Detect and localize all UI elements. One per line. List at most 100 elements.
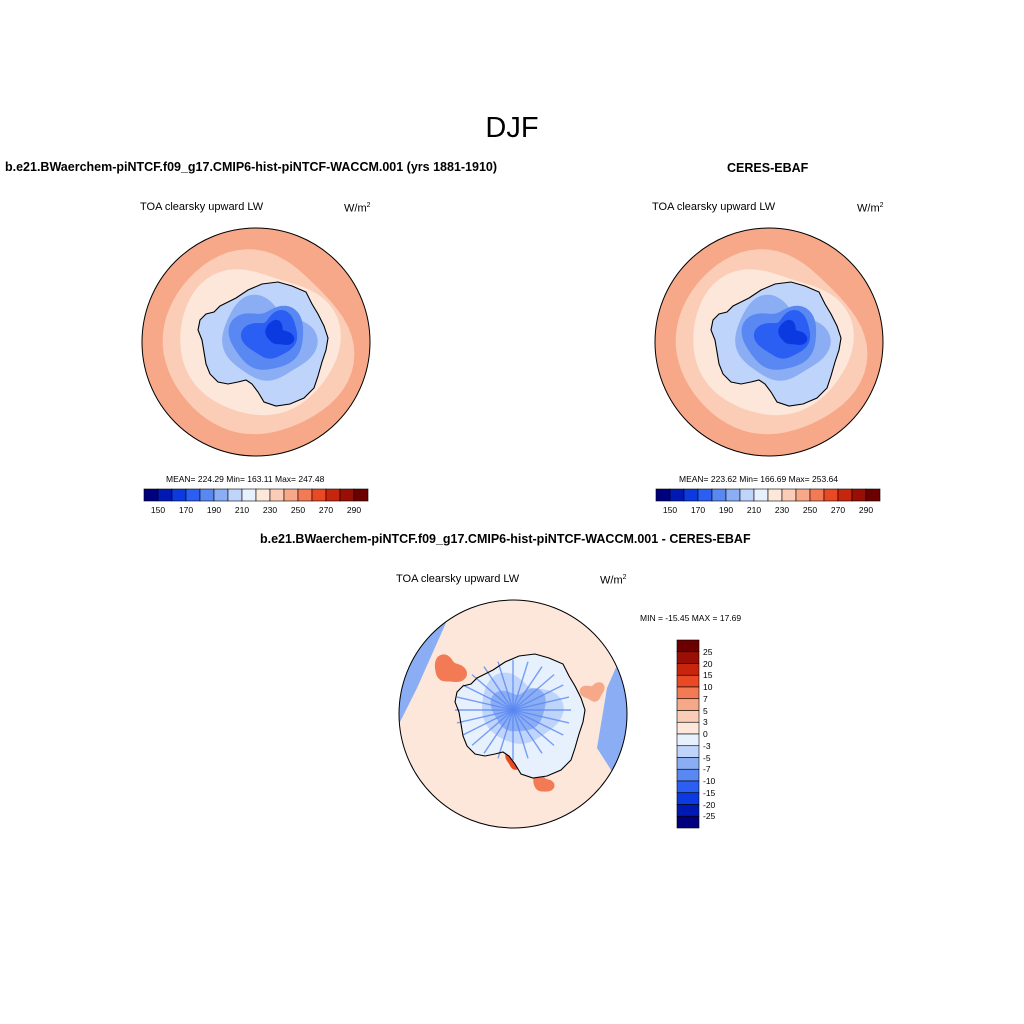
map3-field-4 — [434, 654, 467, 682]
panel2-map — [654, 227, 884, 457]
cb3-box-1 — [676, 651, 700, 664]
panel1-map — [141, 227, 371, 457]
cb1-label-1: 170 — [178, 505, 194, 515]
figure-title: DJF — [485, 112, 539, 144]
map3-field-34 — [512, 696, 570, 711]
cb2-box-15 — [865, 488, 881, 502]
map1-border — [141, 227, 371, 457]
cb2-box-4 — [711, 488, 727, 502]
map3-field-12 — [512, 709, 570, 724]
cb3-box-8 — [676, 733, 700, 747]
cb1-box-4 — [199, 488, 215, 502]
cb1-box-14 — [339, 488, 355, 502]
panel3-colorbar — [676, 639, 700, 829]
map3-field-16 — [512, 709, 529, 759]
cb2-box-12 — [823, 488, 839, 502]
map1-field-7 — [265, 319, 295, 345]
cb3-box-5 — [676, 698, 700, 711]
cb2-label-0: 150 — [662, 505, 678, 515]
map3-field-24 — [456, 696, 514, 711]
cb2-box-13 — [837, 488, 853, 502]
map3-field-27 — [483, 666, 514, 711]
panel2-title: CERES-EBAF — [727, 161, 809, 175]
map1-coastline — [197, 281, 329, 407]
cb1-box-6 — [227, 488, 243, 502]
map3-field-15 — [512, 709, 543, 754]
cb1-box-7 — [241, 488, 257, 502]
panel2-units: W/m2 — [857, 202, 884, 215]
cb2-box-3 — [697, 488, 713, 502]
cb1-box-0 — [143, 488, 159, 502]
cb1-box-11 — [297, 488, 313, 502]
map3-field-33 — [512, 684, 564, 711]
cb1-label-4: 230 — [262, 505, 278, 515]
cb3-label-8: -3 — [703, 740, 711, 751]
cb1-label-6: 270 — [318, 505, 334, 515]
cb2-box-5 — [725, 488, 741, 502]
panel3-colorbar-labels: 25 20 15 10 7 5 3 0 -3 -5 -7 -10 -15 -20 -25 — [703, 640, 743, 828]
cb2-box-1 — [669, 488, 685, 502]
map3-field-31 — [512, 666, 543, 711]
cb3-box-0 — [676, 639, 700, 653]
map3-field-6 — [533, 774, 555, 792]
panel3-stats: MIN = -15.45 MAX = 17.69 — [640, 613, 742, 623]
map2-border — [654, 227, 884, 457]
cb3-label-12: -15 — [703, 787, 716, 798]
cb2-box-9 — [781, 488, 797, 502]
cb2-label-1: 170 — [690, 505, 706, 515]
map3-field-19 — [483, 709, 514, 754]
cb1-label-0: 150 — [150, 505, 166, 515]
panel3-map — [398, 599, 628, 829]
panel3-variable: TOA clearsky upward LW — [396, 573, 520, 585]
map3-border — [398, 599, 628, 829]
cb3-box-4 — [676, 686, 700, 700]
cb2-label-5: 250 — [802, 505, 818, 515]
cb1-box-2 — [171, 488, 187, 502]
cb3-label-1: 20 — [703, 658, 713, 669]
cb2-label-2: 190 — [718, 505, 734, 515]
cb3-label-4: 7 — [703, 693, 708, 704]
cb3-box-12 — [676, 780, 700, 794]
panel1-title: b.e21.BWaerchem-piNTCF.f09_g17.CMIP6-his… — [5, 160, 498, 174]
cb1-box-10 — [283, 488, 299, 502]
cb3-box-6 — [676, 710, 700, 723]
cb2-box-2 — [683, 488, 699, 502]
cb3-label-0: 25 — [703, 646, 713, 657]
cb2-box-11 — [809, 488, 825, 502]
cb3-label-10: -7 — [703, 764, 711, 775]
cb1-box-12 — [311, 488, 327, 502]
panel2-colorbar-labels: 150 170 190 210 230 250 270 290 — [656, 505, 880, 517]
cb2-box-0 — [655, 488, 671, 502]
cb1-box-8 — [255, 488, 271, 502]
cb3-box-14 — [676, 804, 700, 817]
map3-field-20 — [471, 709, 514, 746]
cb3-label-3: 10 — [703, 682, 713, 692]
cb2-label-4: 230 — [774, 505, 790, 515]
cb3-label-13: -20 — [703, 799, 716, 810]
map3-field-30 — [512, 661, 529, 711]
cb2-label-6: 270 — [830, 505, 846, 515]
cb2-label-3: 210 — [746, 505, 762, 515]
panel1-colorbar — [143, 488, 369, 502]
cb1-label-2: 190 — [206, 505, 222, 515]
cb1-label-3: 210 — [234, 505, 250, 515]
cb3-label-9: -5 — [703, 752, 711, 763]
panel2-variable: TOA clearsky upward LW — [652, 201, 776, 213]
panel3-units: W/m2 — [600, 574, 627, 587]
cb3-box-13 — [676, 792, 700, 805]
cb3-label-7: 0 — [703, 729, 708, 739]
map3-field-21 — [462, 709, 514, 736]
cb2-box-7 — [753, 488, 769, 502]
panel2-colorbar — [655, 488, 881, 502]
map2-coastline — [710, 281, 842, 407]
map2-field-7 — [778, 319, 808, 345]
cb3-box-15 — [676, 815, 700, 829]
map3-field-22 — [456, 709, 514, 724]
cb1-box-5 — [213, 488, 229, 502]
cb3-box-3 — [676, 674, 700, 688]
cb3-label-14: -25 — [703, 811, 716, 822]
map3-field-18 — [497, 709, 514, 759]
map3-field-13 — [512, 709, 564, 736]
cb1-label-5: 250 — [290, 505, 306, 515]
cb1-box-1 — [157, 488, 173, 502]
